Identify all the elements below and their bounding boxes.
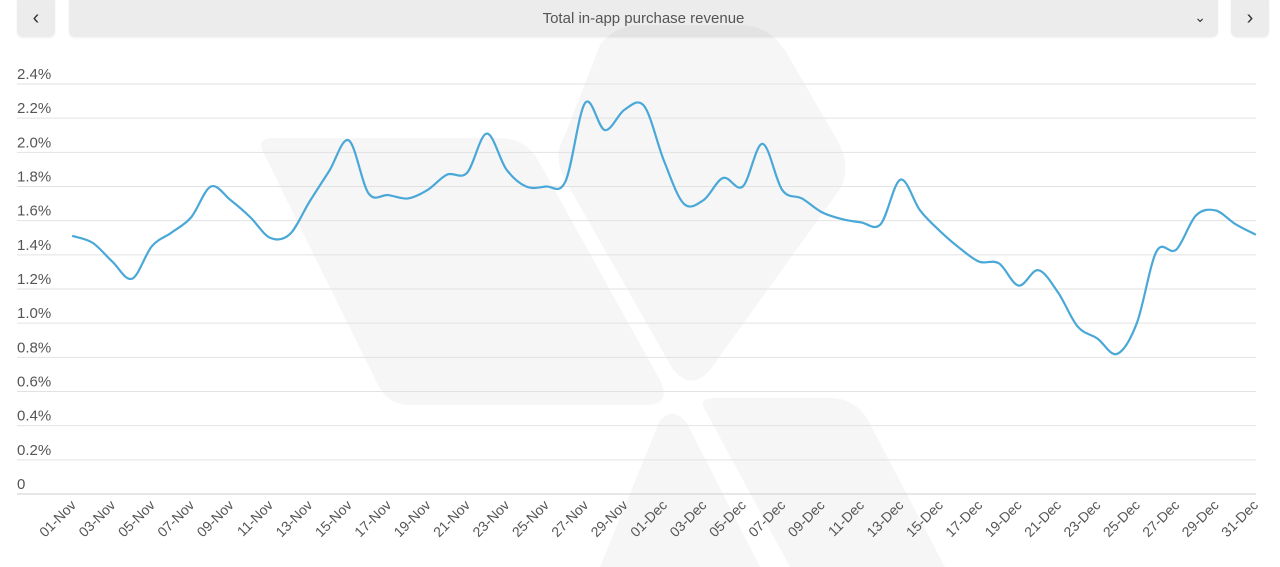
chevron-left-icon: ‹	[32, 7, 40, 29]
watermark-logo	[261, 25, 945, 567]
x-tick-label: 23-Dec	[1060, 497, 1103, 540]
y-tick-label: 2.0%	[17, 134, 51, 151]
y-tick-label: 0.2%	[17, 442, 51, 459]
x-tick-label: 25-Nov	[509, 497, 552, 540]
x-tick-label: 03-Nov	[75, 497, 118, 540]
x-tick-label: 19-Nov	[390, 497, 433, 540]
x-tick-label: 21-Nov	[430, 497, 473, 540]
x-tick-label: 17-Dec	[942, 497, 985, 540]
x-tick-label: 21-Dec	[1021, 497, 1064, 540]
chevron-down-icon: ⌄	[1194, 9, 1206, 25]
metric-selector[interactable]: Total in-app purchase revenue ⌄	[69, 0, 1218, 37]
x-tick-label: 13-Nov	[272, 497, 315, 540]
series-line	[71, 100, 1257, 356]
y-tick-label: 0	[17, 476, 25, 493]
y-tick-label: 1.8%	[17, 169, 51, 186]
y-tick-label: 2.4%	[17, 66, 51, 83]
previous-metric-button[interactable]: ‹	[17, 0, 55, 37]
y-tick-label: 1.6%	[17, 203, 51, 220]
x-tick-label: 31-Dec	[1218, 497, 1261, 540]
y-tick-label: 0.4%	[17, 408, 51, 425]
chart-grid	[17, 83, 1256, 495]
x-tick-label: 01-Nov	[36, 497, 79, 540]
x-tick-label: 07-Nov	[154, 497, 197, 540]
x-tick-label: 27-Nov	[548, 497, 591, 540]
selected-metric-label: Total in-app purchase revenue	[542, 10, 745, 27]
y-tick-label: 0.6%	[17, 374, 51, 391]
chevron-right-icon: ›	[1246, 7, 1254, 29]
x-tick-label: 25-Dec	[1100, 497, 1143, 540]
y-tick-label: 2.2%	[17, 100, 51, 117]
x-tick-label: 29-Dec	[1178, 497, 1221, 540]
next-metric-button[interactable]: ›	[1231, 0, 1269, 37]
y-axis: 0 0.2% 0.4% 0.6% 0.8% 1.0% 1.2% 1.4% 1.6% 1.8% 2.0…	[17, 66, 51, 493]
x-tick-label: 11-Nov	[234, 497, 276, 539]
y-tick-label: 1.4%	[17, 237, 51, 254]
y-tick-label: 0.8%	[17, 339, 51, 356]
x-tick-label: 09-Nov	[193, 497, 236, 540]
x-tick-label: 17-Nov	[351, 497, 394, 540]
x-tick-label: 27-Dec	[1139, 497, 1182, 540]
x-tick-label: 23-Nov	[469, 497, 512, 540]
x-tick-label: 05-Nov	[115, 497, 158, 540]
y-tick-label: 1.2%	[17, 271, 51, 288]
y-tick-label: 1.0%	[17, 305, 51, 322]
x-tick-label: 19-Dec	[981, 497, 1024, 540]
x-tick-label: 15-Nov	[312, 497, 355, 540]
